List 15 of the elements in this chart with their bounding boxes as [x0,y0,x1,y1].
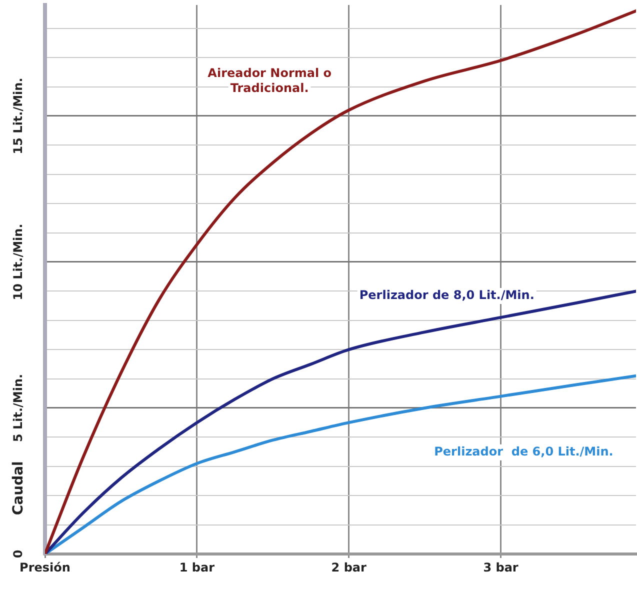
y-tick-label: 10 Lit./Min. [11,224,26,300]
line-series [45,9,636,554]
y-tick-label: 15 Lit./Min. [11,78,26,154]
line-series [45,374,636,554]
x-tick-label: 3 bar [483,560,518,574]
x-tick-label: 2 bar [331,560,366,574]
y-tick-label: 5 Lit./Min. [11,374,26,442]
y-tick-label: 0 [11,550,26,558]
line-series [45,290,636,554]
series-label: Aireador Normal o Tradicional. [208,66,332,95]
y-axis-title: Caudal [10,461,27,516]
x-tick-label: 1 bar [179,560,215,574]
series-label: Perlizador de 8,0 Lit./Min. [359,288,534,302]
x-tick-label: Presión [20,560,70,574]
text: Perlizador de 6,0 Lit./Min. [434,444,614,459]
